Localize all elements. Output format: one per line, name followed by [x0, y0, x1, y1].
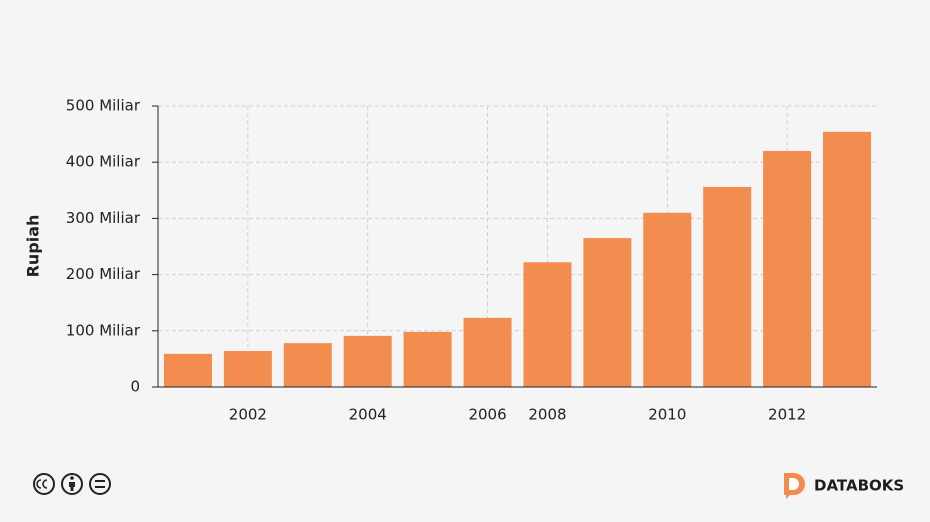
bar: [463, 317, 512, 387]
x-tick-label: 2004: [349, 406, 387, 424]
bar: [703, 186, 752, 387]
bar: [643, 212, 692, 387]
y-axis-label: Rupiah: [24, 215, 43, 278]
y-tick-label: 400 Miliar: [66, 153, 141, 171]
bar: [523, 262, 572, 387]
y-tick-label: 0: [130, 378, 140, 396]
x-tick-label: 2010: [648, 406, 686, 424]
y-tick-label: 500 Miliar: [66, 97, 141, 115]
bar: [163, 353, 212, 387]
bar: [283, 343, 332, 387]
bar: [343, 335, 392, 387]
license-icons: [33, 473, 111, 495]
y-tick-label: 200 Miliar: [66, 265, 141, 283]
x-tick-label: 2006: [468, 406, 506, 424]
y-tick-label: 300 Miliar: [66, 209, 141, 227]
x-tick-label: 2002: [229, 406, 267, 424]
x-tick-label: 2012: [768, 406, 806, 424]
bar: [403, 331, 452, 387]
bar: [823, 131, 872, 387]
bar: [223, 351, 272, 387]
y-tick-label: 100 Miliar: [66, 321, 141, 339]
brand-logo: [784, 473, 805, 499]
x-tick-label: 2008: [528, 406, 566, 424]
brand-name: DATABOKS: [814, 477, 904, 495]
bar: [763, 150, 812, 387]
bar: [583, 238, 632, 387]
